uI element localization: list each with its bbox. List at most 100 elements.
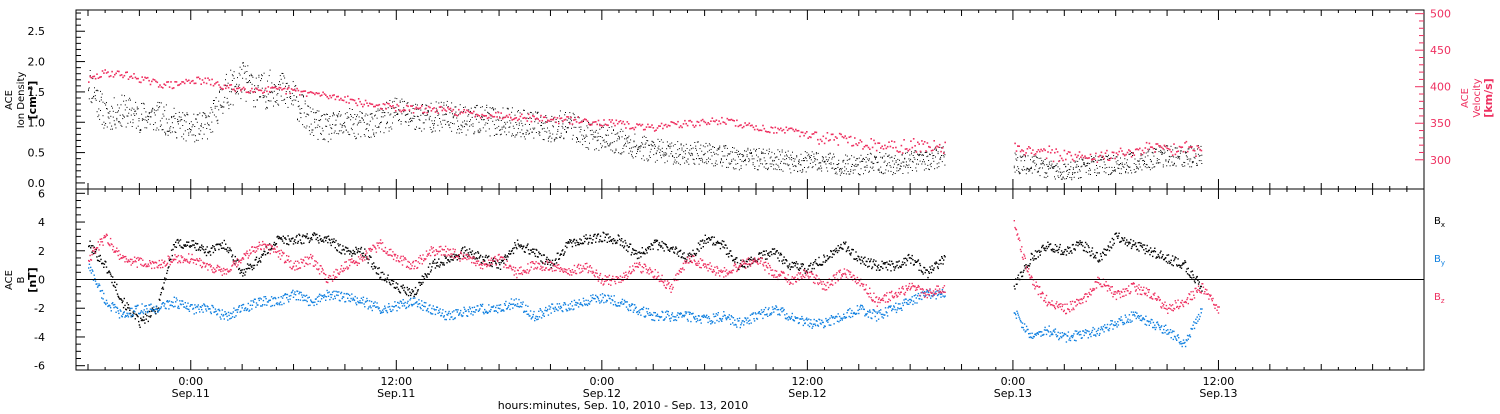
velocity-point xyxy=(211,78,213,81)
bx-point xyxy=(1117,235,1120,237)
density-point xyxy=(238,84,240,86)
density-point xyxy=(913,152,915,154)
density-point xyxy=(1046,172,1048,174)
bx-point xyxy=(92,245,94,247)
density-point xyxy=(415,129,417,130)
density-point xyxy=(538,133,540,135)
by-point xyxy=(120,310,122,312)
bx-point xyxy=(1042,244,1044,247)
density-point xyxy=(745,150,747,152)
density-point xyxy=(142,118,144,120)
density-point xyxy=(917,159,918,161)
velocity-point xyxy=(752,126,755,129)
density-point xyxy=(856,165,858,167)
bx-point xyxy=(330,244,332,247)
density-point xyxy=(625,142,626,144)
bx-point xyxy=(782,262,784,265)
density-point xyxy=(1169,165,1171,167)
density-point xyxy=(153,112,155,114)
density-point xyxy=(703,154,705,156)
density-point xyxy=(1162,166,1164,168)
bx-point xyxy=(555,262,558,264)
density-point xyxy=(259,96,261,98)
bx-point xyxy=(327,235,330,237)
velocity-point xyxy=(101,70,104,72)
density-point xyxy=(694,142,696,143)
velocity-point xyxy=(238,87,241,89)
density-point xyxy=(177,123,179,125)
velocity-point xyxy=(1019,150,1022,153)
bx-point xyxy=(433,262,435,264)
density-point xyxy=(190,129,192,131)
density-point xyxy=(206,116,208,118)
density-point xyxy=(648,159,650,161)
bx-point xyxy=(677,255,680,257)
bx-point xyxy=(644,253,646,255)
bx-point xyxy=(244,274,246,276)
velocity-point xyxy=(501,117,504,120)
density-point xyxy=(521,122,523,124)
velocity-point xyxy=(875,149,878,152)
bx-point xyxy=(743,260,745,262)
bx-point xyxy=(833,253,835,256)
bx-point xyxy=(937,267,939,270)
bx-point xyxy=(1189,276,1192,278)
density-point xyxy=(668,155,670,157)
density-point xyxy=(203,112,205,114)
density-point xyxy=(1105,155,1107,157)
density-point xyxy=(357,122,359,124)
density-point xyxy=(672,155,674,157)
bx-point xyxy=(660,245,663,247)
density-point xyxy=(420,109,422,111)
density-point xyxy=(591,123,593,125)
bx-point xyxy=(1153,250,1155,252)
density-point xyxy=(358,116,360,118)
density-point xyxy=(543,139,545,141)
density-point xyxy=(930,162,932,164)
density-point xyxy=(780,160,782,162)
density-point xyxy=(917,154,919,156)
density-point xyxy=(665,152,667,154)
velocity-point xyxy=(934,147,937,149)
bx-point xyxy=(182,247,184,249)
bx-point xyxy=(1017,277,1019,279)
density-point xyxy=(631,151,633,153)
density-point xyxy=(103,121,105,123)
bx-point xyxy=(558,258,561,260)
density-point xyxy=(321,115,323,116)
density-point xyxy=(258,74,260,76)
bx-point xyxy=(847,246,850,248)
density-point xyxy=(904,157,906,159)
bx-point xyxy=(365,256,367,258)
bx-point xyxy=(397,288,400,290)
density-point xyxy=(555,119,557,120)
density-point xyxy=(905,152,906,154)
density-point xyxy=(98,108,100,110)
density-point xyxy=(214,105,216,107)
density-point xyxy=(489,107,491,109)
density-point xyxy=(286,97,288,98)
density-point xyxy=(1090,174,1091,175)
density-point xyxy=(935,150,937,151)
by-point xyxy=(125,315,128,317)
density-point xyxy=(619,136,620,138)
density-point xyxy=(167,130,169,132)
density-point xyxy=(833,168,835,170)
density-point xyxy=(726,166,727,168)
density-point xyxy=(100,96,102,98)
velocity-point xyxy=(745,124,748,127)
density-point xyxy=(1065,165,1067,167)
density-point xyxy=(1024,169,1026,171)
bx-point xyxy=(362,255,364,257)
velocity-point xyxy=(796,130,798,132)
velocity-point xyxy=(246,91,249,93)
density-point xyxy=(929,164,931,166)
velocity-point xyxy=(1139,147,1141,150)
bx-point xyxy=(320,238,322,240)
density-point xyxy=(656,150,658,152)
bx-point xyxy=(151,310,153,312)
bx-point xyxy=(766,258,768,260)
velocity-point xyxy=(216,81,219,83)
by-point xyxy=(188,310,191,312)
bx-point xyxy=(355,246,357,249)
